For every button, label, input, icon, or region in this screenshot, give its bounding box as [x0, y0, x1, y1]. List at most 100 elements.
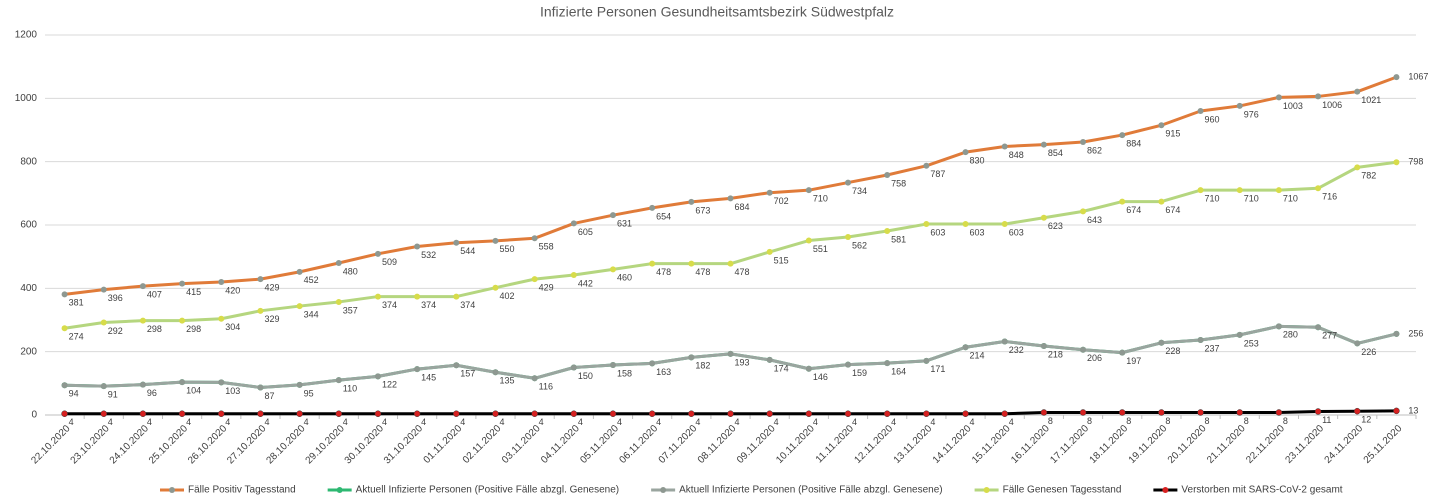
- x-tick-label: 01.11.2020: [422, 423, 465, 466]
- x-tick-label: 05.11.2020: [578, 423, 621, 466]
- point: [766, 189, 773, 196]
- point: [962, 410, 969, 417]
- point: [1119, 349, 1126, 356]
- data-label: 402: [499, 291, 514, 301]
- x-tick-label: 26.10.2020: [186, 423, 229, 466]
- data-label: 4: [382, 417, 387, 427]
- legend-marker: [169, 487, 175, 493]
- point: [1236, 102, 1243, 109]
- x-tick-label: 19.11.2020: [1127, 423, 1170, 466]
- data-label: 830: [970, 156, 985, 166]
- data-label: 104: [186, 385, 201, 395]
- point: [335, 410, 343, 417]
- data-label: 4: [186, 417, 191, 427]
- point: [61, 410, 68, 417]
- point: [1354, 164, 1361, 171]
- data-label: 193: [735, 357, 750, 367]
- data-label: 280: [1283, 330, 1298, 340]
- point: [1040, 141, 1047, 148]
- point: [1197, 336, 1204, 343]
- series-line: [64, 324, 1397, 389]
- point: [844, 410, 852, 417]
- point: [570, 410, 578, 417]
- data-label: 329: [264, 314, 279, 324]
- data-label: 8: [1087, 416, 1092, 426]
- data-label: 304: [225, 322, 240, 332]
- x-tick-label: 14.11.2020: [931, 423, 974, 466]
- legend-label: Fälle Positiv Tagesstand: [188, 485, 296, 496]
- data-label: 298: [147, 324, 162, 334]
- x-tick-label: 04.11.2020: [539, 423, 582, 466]
- data-label: 8: [1283, 416, 1288, 426]
- point: [1315, 93, 1322, 100]
- data-label: 415: [186, 287, 201, 297]
- point: [179, 317, 186, 324]
- point: [805, 187, 812, 194]
- point: [296, 268, 303, 275]
- data-label: 103: [225, 386, 240, 396]
- data-label: 581: [891, 234, 906, 244]
- data-label: 710: [1283, 194, 1298, 204]
- legend-marker: [660, 487, 667, 493]
- point: [218, 379, 225, 386]
- point: [805, 410, 813, 417]
- point: [1080, 208, 1087, 215]
- data-label: 4: [460, 417, 465, 427]
- data-label: 734: [852, 186, 867, 196]
- data-label: 509: [382, 257, 397, 267]
- x-tick-label: 27.10.2020: [225, 423, 268, 466]
- point: [1001, 410, 1008, 417]
- point: [688, 354, 695, 361]
- data-label: 710: [1205, 194, 1220, 204]
- point: [805, 365, 812, 372]
- data-label: 256: [1408, 328, 1423, 338]
- point: [1118, 409, 1126, 416]
- point: [570, 272, 577, 279]
- data-label: 550: [499, 244, 514, 254]
- y-tick-label: 1000: [15, 93, 38, 104]
- data-label: 8: [1244, 416, 1249, 426]
- point: [414, 293, 421, 300]
- x-tick-label: 25.11.2020: [1362, 423, 1405, 466]
- data-label: 226: [1361, 347, 1376, 357]
- data-label: 442: [578, 278, 593, 288]
- x-tick-label: 29.10.2020: [304, 423, 347, 466]
- point: [884, 171, 891, 178]
- data-label: 146: [813, 372, 828, 382]
- data-label: 429: [539, 283, 554, 293]
- data-label: 631: [617, 219, 632, 229]
- point: [570, 364, 577, 371]
- data-label: 4: [343, 417, 348, 427]
- data-label: 480: [343, 266, 358, 276]
- point: [257, 384, 264, 391]
- point: [257, 410, 264, 417]
- point: [1275, 323, 1282, 330]
- data-label: 174: [774, 363, 789, 373]
- data-label: 862: [1087, 145, 1102, 155]
- data-label: 4: [774, 417, 779, 427]
- data-label: 8: [1126, 416, 1131, 426]
- point: [1158, 409, 1165, 416]
- data-label: 654: [656, 211, 671, 221]
- data-label: 4: [304, 417, 309, 427]
- y-tick-label: 600: [20, 220, 37, 231]
- legend-marker: [1162, 487, 1169, 493]
- point: [335, 298, 342, 305]
- point: [1001, 143, 1008, 150]
- data-label: 4: [578, 417, 583, 427]
- x-tick-label: 13.11.2020: [892, 423, 935, 466]
- data-label: 253: [1244, 338, 1259, 348]
- data-label: 228: [1165, 346, 1180, 356]
- data-label: 478: [695, 267, 710, 277]
- x-tick-label: 03.11.2020: [500, 423, 543, 466]
- data-label: 298: [186, 324, 201, 334]
- x-tick-label: 28.10.2020: [264, 423, 307, 466]
- data-label: 4: [147, 417, 152, 427]
- data-label: 848: [1009, 150, 1024, 160]
- data-label: 158: [617, 368, 632, 378]
- x-tick-label: 21.11.2020: [1205, 423, 1248, 466]
- x-tick-label: 07.11.2020: [657, 423, 700, 466]
- point: [100, 383, 107, 390]
- point: [1001, 221, 1008, 228]
- data-label: 4: [539, 417, 544, 427]
